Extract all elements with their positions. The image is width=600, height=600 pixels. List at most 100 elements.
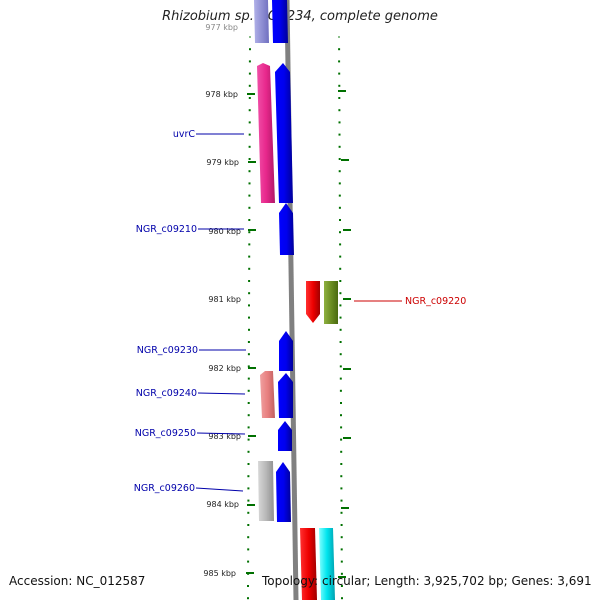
track-dot — [339, 353, 342, 356]
track-dot — [248, 304, 250, 307]
gene-label-ngr-c09210[interactable]: NGR_c09210 — [136, 224, 197, 235]
track-dot — [340, 475, 343, 478]
gene-ngr-c09250[interactable] — [278, 421, 292, 451]
track-dot — [248, 328, 250, 331]
track-dot — [340, 487, 343, 490]
connector-ngr-c09250 — [196, 432, 246, 435]
gene-ngr-c09240-blue[interactable] — [278, 373, 293, 418]
track-dot — [338, 170, 341, 173]
gene-label-ngr-c09230[interactable]: NGR_c09230 — [137, 345, 198, 356]
genes — [254, 0, 338, 600]
connector-ngr-c09260 — [195, 487, 244, 492]
track-dot — [339, 267, 342, 270]
track-dot — [248, 72, 251, 75]
track-dot — [340, 499, 343, 502]
tick-980: 980 kbp — [208, 227, 351, 236]
track-dot — [247, 487, 250, 490]
gene-ngr-c09230[interactable] — [279, 331, 293, 371]
track-dot — [338, 133, 341, 136]
track-dot — [247, 377, 250, 380]
gene-ngr-c09240-salmon[interactable] — [260, 371, 275, 418]
track-dot — [338, 158, 341, 160]
tick-977: 977 kbp — [205, 23, 238, 32]
track-dot — [247, 353, 250, 356]
track-dot — [339, 389, 342, 392]
track-dot — [339, 243, 342, 246]
track-dot — [338, 182, 341, 185]
track-dot — [340, 536, 343, 539]
map-title: Rhizobium sp. NGR234, complete genome — [162, 9, 438, 24]
track-dot — [247, 499, 250, 502]
gene-feature-bottom-cyan[interactable] — [319, 528, 335, 600]
gene-label-uvrc[interactable]: uvrC — [173, 129, 196, 140]
tick-982: 982 kbp — [208, 364, 351, 373]
tick-label: 980 kbp — [208, 227, 241, 236]
track-dot — [247, 438, 250, 441]
track-dot — [338, 48, 341, 51]
track-dot — [338, 109, 341, 112]
track-dot — [338, 97, 341, 99]
track-dot — [339, 304, 342, 307]
tick-label: 984 kbp — [206, 500, 239, 509]
track-dot — [338, 194, 341, 197]
track-dot — [248, 316, 250, 319]
track-dot — [339, 365, 342, 368]
gene-feature-top-lavender[interactable] — [254, 0, 269, 43]
track-dot — [247, 365, 250, 368]
track-dot — [340, 450, 343, 453]
tick-978: 978 kbp — [205, 90, 346, 99]
gene-ngr-c09220-red[interactable] — [306, 281, 320, 323]
gene-label-ngr-c09260[interactable]: NGR_c09260 — [134, 483, 195, 494]
track-dot — [340, 560, 343, 563]
topology-text: Topology: circular; Length: 3,925,702 bp… — [262, 574, 592, 588]
gene-forward-blue-long[interactable] — [275, 63, 293, 203]
gene-feature-top-blue[interactable] — [272, 0, 288, 43]
track-dot — [247, 511, 250, 514]
track-dot — [248, 267, 251, 270]
tick-label: 981 kbp — [208, 295, 241, 304]
track-dot — [247, 402, 250, 404]
track-dot — [248, 145, 251, 148]
gene-ngr-c09260-blue[interactable] — [276, 462, 291, 522]
gene-label-ngr-c09250[interactable]: NGR_c09250 — [135, 428, 196, 439]
tick-label: 983 kbp — [208, 432, 241, 441]
track-dot — [247, 536, 250, 539]
tick-981: 981 kbp — [208, 295, 351, 304]
track-dot — [339, 292, 342, 295]
track-dot — [248, 158, 251, 160]
track-dot — [248, 231, 251, 234]
track-dot — [247, 524, 250, 526]
track-dot — [338, 72, 341, 75]
gene-labels: uvrC NGR_c09210 NGR_c09230 NGR_c09240 NG… — [134, 129, 467, 494]
track-dot — [338, 84, 341, 87]
gene-ngr-c09220-olive[interactable] — [324, 281, 338, 324]
tick-984: 984 kbp — [206, 500, 349, 509]
track-dot — [340, 463, 343, 465]
gene-feature-bottom-red[interactable] — [300, 528, 317, 600]
track-dot — [340, 548, 343, 551]
track-dot — [340, 585, 343, 587]
track-dot — [340, 524, 343, 526]
track-dot — [248, 194, 251, 197]
track-dot — [248, 206, 251, 209]
tick-label: 979 kbp — [206, 158, 239, 167]
tick-983: 983 kbp — [208, 432, 351, 441]
gene-label-ngr-c09220[interactable]: NGR_c09220 — [405, 296, 466, 307]
track-dot — [247, 341, 250, 343]
track-dot — [248, 121, 251, 124]
track-dot — [340, 511, 343, 514]
track-dot — [339, 280, 342, 282]
gene-ngr-c09210[interactable] — [279, 203, 294, 255]
gene-ngr-c09260-gray[interactable] — [258, 461, 274, 521]
tick-label: 982 kbp — [208, 364, 241, 373]
track-dot — [340, 402, 342, 404]
track-dot — [340, 414, 342, 417]
track-dot — [247, 597, 249, 600]
tick-label: 977 kbp — [205, 23, 238, 32]
track-dot — [340, 426, 343, 429]
track-dot — [340, 572, 343, 575]
track-dot — [247, 585, 249, 587]
gene-uvrc-magenta[interactable] — [257, 63, 275, 203]
gene-label-ngr-c09240[interactable]: NGR_c09240 — [136, 388, 197, 399]
